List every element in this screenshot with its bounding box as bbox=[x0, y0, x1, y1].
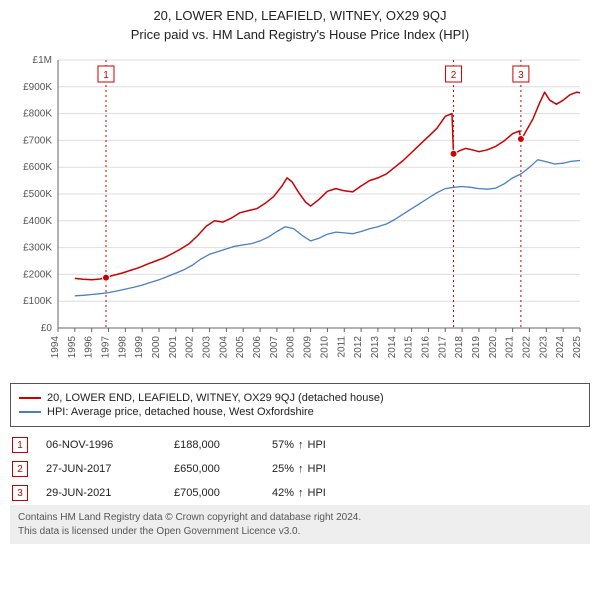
x-tick-label: 2012 bbox=[353, 336, 364, 359]
x-tick-label: 2022 bbox=[521, 336, 532, 359]
legend-swatch bbox=[19, 411, 41, 413]
x-tick-label: 1996 bbox=[84, 336, 95, 359]
x-tick-label: 2015 bbox=[404, 336, 415, 359]
x-tick-label: 1997 bbox=[101, 336, 112, 359]
x-tick-label: 2011 bbox=[336, 336, 347, 358]
sale-diff-pct: 57% bbox=[272, 439, 294, 451]
sale-row: 3 29-JUN-2021 £705,000 42% ↑ HPI bbox=[10, 481, 590, 505]
x-tick-label: 2003 bbox=[202, 336, 213, 359]
sale-diff-ref: HPI bbox=[308, 439, 326, 451]
series-property bbox=[75, 92, 580, 280]
event-marker-label: 2 bbox=[451, 70, 457, 81]
x-tick-label: 2002 bbox=[185, 336, 196, 359]
sale-diff-ref: HPI bbox=[308, 487, 326, 499]
attribution-box: Contains HM Land Registry data © Crown c… bbox=[10, 505, 590, 544]
x-tick-label: 1999 bbox=[134, 336, 145, 359]
sale-diff: 57% ↑ HPI bbox=[272, 439, 326, 451]
x-tick-label: 1994 bbox=[50, 336, 61, 359]
x-tick-label: 2021 bbox=[505, 336, 516, 359]
chart-container: 20, LOWER END, LEAFIELD, WITNEY, OX29 9Q… bbox=[0, 0, 600, 554]
x-tick-label: 2000 bbox=[151, 336, 162, 359]
y-tick-label: £900K bbox=[23, 82, 52, 93]
x-tick-label: 2004 bbox=[218, 336, 229, 359]
arrow-up-icon: ↑ bbox=[298, 463, 304, 475]
legend-label: HPI: Average price, detached house, West… bbox=[47, 406, 314, 418]
chart-svg: £0 £100K £200K £300K £400K £500K £600K £700K £80… bbox=[10, 50, 590, 370]
y-tick-label: £700K bbox=[23, 135, 52, 146]
sale-diff-pct: 25% bbox=[272, 463, 294, 475]
chart-legend: 20, LOWER END, LEAFIELD, WITNEY, OX29 9Q… bbox=[10, 383, 590, 427]
series-hpi bbox=[75, 160, 580, 296]
y-tick-label: £500K bbox=[23, 189, 52, 200]
x-tick-label: 2013 bbox=[370, 336, 381, 359]
sale-date: 06-NOV-1996 bbox=[46, 439, 156, 451]
x-tick-label: 2016 bbox=[420, 336, 431, 359]
chart-title-address: 20, LOWER END, LEAFIELD, WITNEY, OX29 9Q… bbox=[10, 8, 590, 23]
y-tick-label: £600K bbox=[23, 162, 52, 173]
x-tick-label: 2019 bbox=[471, 336, 482, 359]
y-tick-label: £300K bbox=[23, 243, 52, 254]
x-tick-label: 2009 bbox=[303, 336, 314, 359]
y-tick-label: £1M bbox=[33, 55, 52, 66]
arrow-up-icon: ↑ bbox=[298, 487, 304, 499]
sale-diff-ref: HPI bbox=[308, 463, 326, 475]
y-tick-label: £0 bbox=[41, 323, 53, 334]
x-tick-label: 2023 bbox=[538, 336, 549, 359]
x-tick-label: 2018 bbox=[454, 336, 465, 359]
attribution-line2: This data is licensed under the Open Gov… bbox=[18, 525, 582, 539]
sale-diff-pct: 42% bbox=[272, 487, 294, 499]
x-tick-label: 2020 bbox=[488, 336, 499, 359]
x-tick-label: 1998 bbox=[117, 336, 128, 359]
event-marker-label: 3 bbox=[518, 70, 524, 81]
sale-row: 1 06-NOV-1996 £188,000 57% ↑ HPI bbox=[10, 433, 590, 457]
x-tick-label: 2007 bbox=[269, 336, 280, 359]
legend-label: 20, LOWER END, LEAFIELD, WITNEY, OX29 9Q… bbox=[47, 392, 384, 404]
arrow-up-icon: ↑ bbox=[298, 439, 304, 451]
sale-marker: 2 bbox=[12, 461, 28, 477]
x-tick-label: 2005 bbox=[235, 336, 246, 359]
x-tick-label: 2014 bbox=[387, 336, 398, 359]
legend-swatch bbox=[19, 397, 41, 399]
x-tick-label: 2017 bbox=[437, 336, 448, 359]
sale-marker: 3 bbox=[12, 485, 28, 501]
sale-date: 27-JUN-2017 bbox=[46, 463, 156, 475]
sales-table: 1 06-NOV-1996 £188,000 57% ↑ HPI 2 27-JUN-2017 £… bbox=[10, 433, 590, 505]
sale-diff: 42% ↑ HPI bbox=[272, 487, 326, 499]
sale-marker: 1 bbox=[12, 437, 28, 453]
sale-diff: 25% ↑ HPI bbox=[272, 463, 326, 475]
legend-item: HPI: Average price, detached house, West… bbox=[19, 406, 581, 418]
x-tick-label: 2010 bbox=[319, 336, 330, 359]
chart-plot: £0 £100K £200K £300K £400K £500K £600K £700K £80… bbox=[10, 50, 590, 375]
y-tick-label: £400K bbox=[23, 216, 52, 227]
y-tick-label: £800K bbox=[23, 109, 52, 120]
sale-row: 2 27-JUN-2017 £650,000 25% ↑ HPI bbox=[10, 457, 590, 481]
sale-price: £188,000 bbox=[174, 439, 254, 451]
x-tick-label: 2025 bbox=[572, 336, 583, 359]
x-tick-label: 2006 bbox=[252, 336, 263, 359]
x-tick-label: 2001 bbox=[168, 336, 179, 359]
chart-title-subtitle: Price paid vs. HM Land Registry's House … bbox=[10, 27, 590, 42]
y-tick-label: £200K bbox=[23, 269, 52, 280]
legend-item: 20, LOWER END, LEAFIELD, WITNEY, OX29 9Q… bbox=[19, 392, 581, 404]
sale-date: 29-JUN-2021 bbox=[46, 487, 156, 499]
x-tick-label: 1995 bbox=[67, 336, 78, 359]
attribution-line1: Contains HM Land Registry data © Crown c… bbox=[18, 511, 582, 525]
sale-price: £650,000 bbox=[174, 463, 254, 475]
sale-price: £705,000 bbox=[174, 487, 254, 499]
y-tick-label: £100K bbox=[23, 296, 52, 307]
event-marker-label: 1 bbox=[103, 70, 109, 81]
x-tick-label: 2024 bbox=[555, 336, 566, 359]
x-tick-label: 2008 bbox=[286, 336, 297, 359]
